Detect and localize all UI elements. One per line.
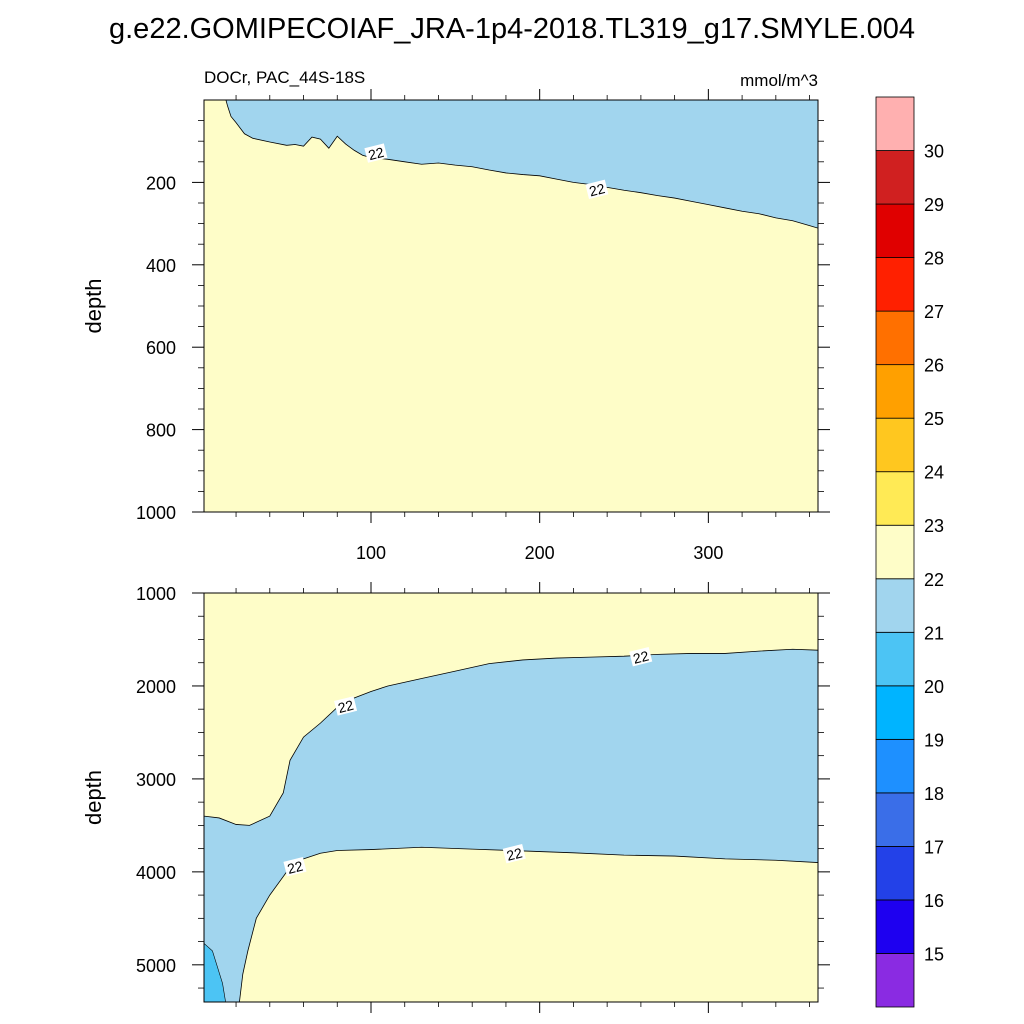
colorbar-swatch-10: [875, 417, 915, 473]
xtick-label-upper-200: 200: [525, 543, 555, 563]
colorbar-swatch-11: [875, 364, 915, 419]
colorbar-label-16: 16: [924, 891, 944, 911]
contour-label-lower-0: 22: [334, 696, 358, 716]
colorbar-label-17: 17: [924, 837, 944, 857]
colorbar-swatch-9: [875, 471, 915, 526]
svg-text:22: 22: [631, 647, 650, 666]
plot-area-upper: 22 22: [204, 100, 818, 512]
colorbar-swatch-13: [875, 257, 915, 312]
colorbar-swatch-1: [875, 899, 915, 954]
variable-label: DOCr, PAC_44S-18S: [204, 68, 365, 87]
colorbar-swatch-2: [875, 846, 915, 901]
colorbar-swatch-12: [875, 310, 915, 366]
colorbar-swatch-15: [875, 150, 915, 205]
colorbar-swatch-7: [875, 578, 915, 633]
ytick-label-upper-800: 800: [146, 421, 176, 441]
contour-label-lower-3: 22: [502, 844, 526, 864]
colorbar-label-30: 30: [924, 142, 944, 162]
colorbar-swatch-16: [875, 96, 915, 151]
colorbar-swatch-14: [875, 203, 915, 258]
ytick-label-lower-4000: 4000: [136, 863, 176, 883]
colorbar-label-21: 21: [924, 623, 944, 643]
svg-text:22: 22: [336, 697, 355, 716]
colorbar-swatch-4: [875, 738, 915, 794]
colorbar-label-20: 20: [924, 677, 944, 697]
contour-line-upper-0: [225, 100, 818, 229]
ytick-label-lower-2000: 2000: [136, 677, 176, 697]
lower-panel: 22 22 22 22 1000 2000 3000 4000 5000 depth: [81, 582, 830, 1013]
xtick-label-upper-100: 100: [356, 543, 386, 563]
contour-line-lower-0: [204, 648, 818, 826]
figure-title: g.e22.GOMIPECOIAF_JRA-1p4-2018.TL319_g17…: [109, 13, 915, 45]
colorbar-swatch-8: [875, 524, 915, 580]
svg-text:22: 22: [286, 858, 305, 877]
contour-label-lower-1: 22: [629, 646, 653, 667]
ytick-label-lower-1000: 1000: [136, 584, 176, 604]
colorbar-label-19: 19: [924, 730, 944, 750]
xtick-label-upper-300: 300: [693, 543, 723, 563]
ytick-label-lower-3000: 3000: [136, 770, 176, 790]
colorbar-swatch-5: [875, 685, 915, 740]
fill-20-21-lower-0: [204, 942, 226, 1002]
svg-text:22: 22: [367, 144, 386, 163]
colorbar-swatch-0: [875, 953, 915, 1008]
colorbar-label-15: 15: [924, 944, 944, 964]
contour-label-upper-0: 22: [364, 143, 388, 163]
fill-21-22-upper: [225, 100, 818, 229]
colorbar-label-18: 18: [924, 784, 944, 804]
ylabel-upper: depth: [81, 278, 106, 333]
ytick-label-upper-200: 200: [146, 173, 176, 193]
plot-area-lower: 22 22 22 22: [204, 593, 818, 1002]
colorbar-swatch-3: [875, 792, 915, 847]
ylabel-lower: depth: [81, 770, 106, 825]
svg-text:22: 22: [588, 180, 607, 199]
ytick-label-upper-600: 600: [146, 338, 176, 358]
contour-line-lower-1: [239, 846, 818, 1002]
colorbar-label-26: 26: [924, 356, 944, 376]
units-label: mmol/m^3: [740, 71, 818, 90]
contour-label-upper-1: 22: [585, 179, 609, 199]
colorbar-label-23: 23: [924, 516, 944, 536]
colorbar-label-25: 25: [924, 409, 944, 429]
ytick-label-lower-5000: 5000: [136, 956, 176, 976]
ytick-label-upper-400: 400: [146, 256, 176, 276]
colorbar-label-29: 29: [924, 195, 944, 215]
upper-panel: 22 22 100 200 300 200 400 600 800 1000 depth: [81, 89, 830, 563]
svg-text:22: 22: [505, 845, 524, 864]
colorbar-swatch-6: [875, 631, 915, 687]
colorbar: 15 16 17 18 19 20 21 22 23 24 25 26 27 28 29 30: [875, 96, 944, 1008]
colorbar-label-28: 28: [924, 249, 944, 269]
ytick-label-upper-1000: 1000: [136, 503, 176, 523]
colorbar-label-27: 27: [924, 302, 944, 322]
plot-frame-lower: [203, 592, 819, 1003]
fill-21-22-lower: [204, 649, 818, 1002]
colorbar-label-24: 24: [924, 463, 944, 483]
colorbar-label-22: 22: [924, 570, 944, 590]
contour-label-lower-2: 22: [283, 857, 307, 877]
